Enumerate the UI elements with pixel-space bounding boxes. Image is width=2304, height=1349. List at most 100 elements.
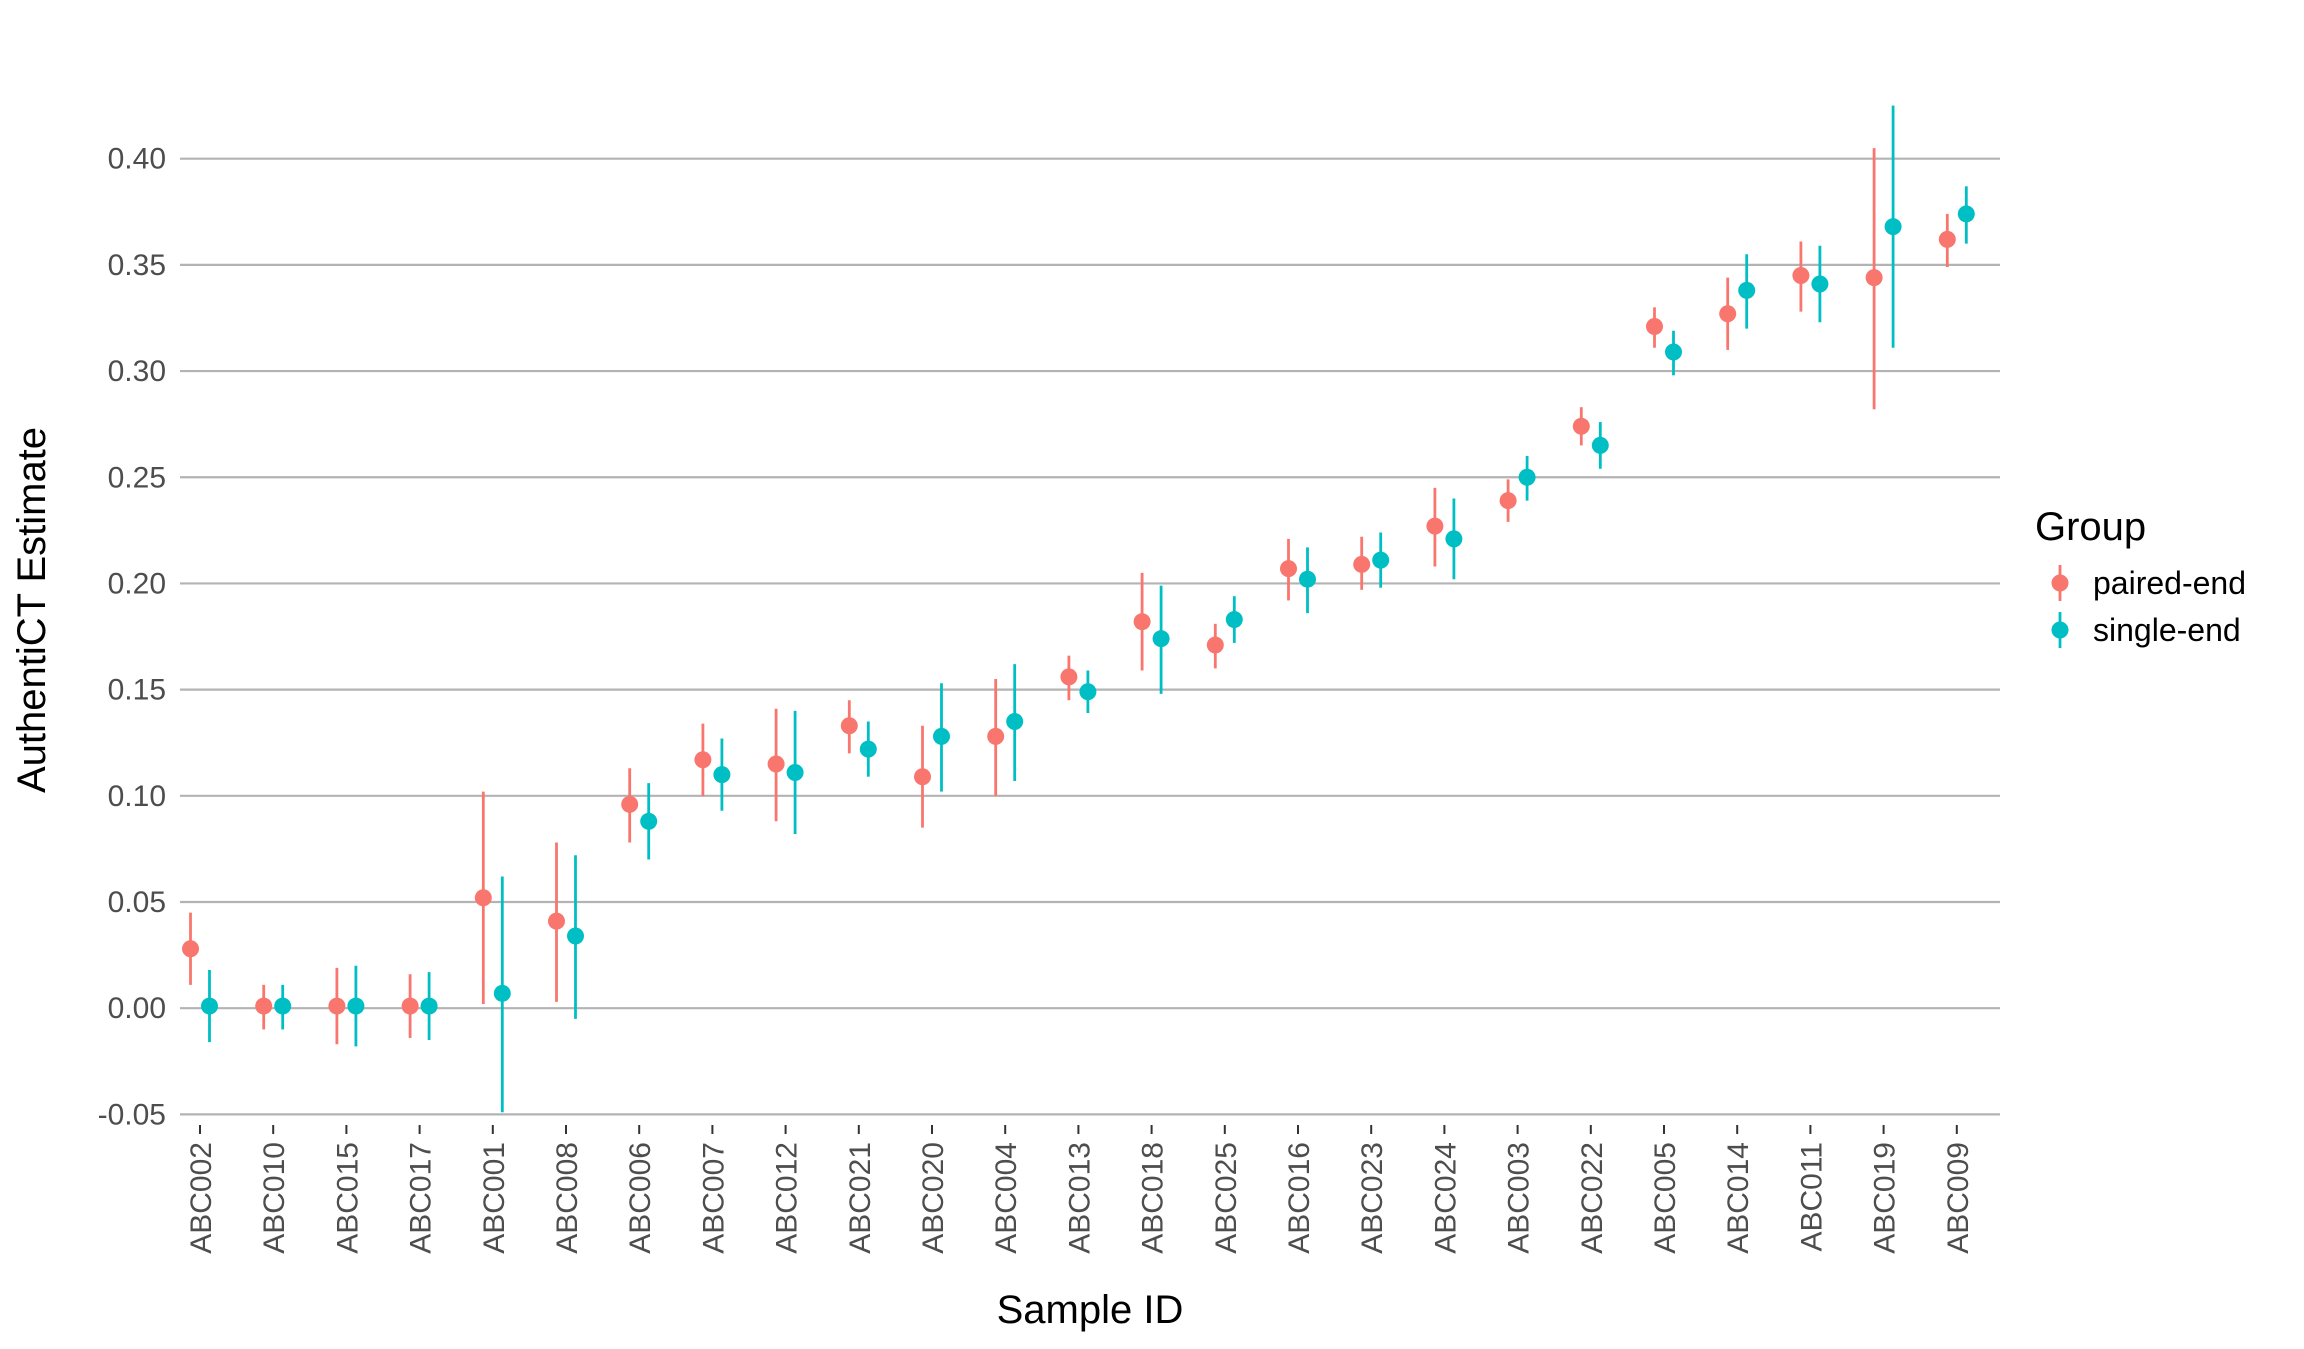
data-point bbox=[640, 812, 658, 830]
data-point bbox=[1006, 712, 1024, 730]
x-axis-title: Sample ID bbox=[997, 1288, 1184, 1332]
x-tick-label: ABC025 bbox=[1210, 1142, 1243, 1254]
x-axis-ticks: ABC002 ABC010 ABC015 ABC017 ABC001 ABC008 ABC0… bbox=[185, 1125, 1975, 1254]
data-point bbox=[474, 889, 492, 907]
data-point bbox=[786, 763, 804, 781]
data-point bbox=[1572, 417, 1590, 435]
data-point bbox=[1133, 613, 1151, 631]
x-tick-label: ABC011 bbox=[1795, 1142, 1828, 1252]
legend-item-single-end: single-end bbox=[2051, 612, 2241, 648]
legend: Group paired-end single-end bbox=[2035, 505, 2246, 648]
data-point bbox=[987, 727, 1005, 745]
data-point bbox=[1938, 230, 1956, 248]
y-axis-title: AuthentiCT Estimate bbox=[10, 427, 54, 793]
data-point bbox=[1957, 205, 1975, 223]
legend-item-paired-end: paired-end bbox=[2051, 565, 2246, 601]
y-tick-label: 0.00 bbox=[108, 992, 166, 1025]
x-tick-label: ABC022 bbox=[1576, 1142, 1609, 1254]
data-point bbox=[1372, 551, 1390, 569]
data-point bbox=[201, 997, 218, 1015]
data-point bbox=[859, 740, 877, 758]
y-tick-label: -0.05 bbox=[98, 1098, 166, 1131]
data-point bbox=[1591, 436, 1609, 454]
data-point bbox=[914, 768, 931, 786]
x-tick-label: ABC016 bbox=[1283, 1142, 1316, 1254]
data-point bbox=[621, 795, 639, 813]
x-tick-label: ABC001 bbox=[478, 1142, 511, 1254]
x-tick-label: ABC006 bbox=[624, 1142, 657, 1254]
x-tick-label: ABC023 bbox=[1356, 1142, 1389, 1254]
data-point bbox=[1884, 218, 1902, 236]
data-point bbox=[1152, 630, 1170, 648]
x-tick-label: ABC005 bbox=[1649, 1142, 1682, 1254]
data-point bbox=[933, 727, 950, 745]
y-axis-ticks: -0.05 0.00 0.05 0.10 0.15 0.20 0.25 0.30 0.35 0.4… bbox=[98, 143, 166, 1132]
x-tick-label: ABC014 bbox=[1722, 1142, 1755, 1254]
data-point bbox=[567, 927, 584, 945]
data-point bbox=[1353, 555, 1371, 573]
data-point bbox=[274, 997, 292, 1015]
y-tick-label: 0.15 bbox=[108, 674, 166, 707]
data-point bbox=[1646, 317, 1663, 335]
x-tick-label: ABC021 bbox=[844, 1142, 877, 1254]
data-point bbox=[347, 997, 365, 1015]
data-point bbox=[1792, 267, 1810, 285]
data-point bbox=[1060, 668, 1078, 686]
data-point bbox=[1079, 683, 1097, 701]
legend-key-point bbox=[2051, 574, 2069, 592]
legend-key-point bbox=[2051, 621, 2069, 639]
data-point bbox=[1738, 281, 1756, 299]
data-point bbox=[767, 755, 785, 773]
x-tick-label: ABC019 bbox=[1869, 1142, 1902, 1254]
x-tick-label: ABC012 bbox=[771, 1142, 804, 1254]
data-point bbox=[182, 940, 199, 958]
data-point bbox=[1225, 611, 1243, 629]
y-tick-label: 0.35 bbox=[108, 249, 166, 282]
legend-title: Group bbox=[2035, 505, 2146, 549]
x-tick-label: ABC008 bbox=[551, 1142, 584, 1254]
y-tick-label: 0.10 bbox=[108, 780, 166, 813]
data-point bbox=[1206, 636, 1224, 654]
data-point bbox=[548, 912, 565, 930]
data-point bbox=[1280, 560, 1297, 578]
data-series bbox=[182, 105, 1975, 1113]
x-tick-label: ABC013 bbox=[1063, 1142, 1096, 1254]
data-point bbox=[1518, 468, 1536, 486]
x-tick-label: ABC009 bbox=[1942, 1142, 1975, 1254]
legend-label: paired-end bbox=[2093, 565, 2246, 601]
legend-items: paired-end single-end bbox=[2051, 565, 2246, 648]
data-point bbox=[1865, 269, 1883, 287]
data-point bbox=[401, 997, 419, 1015]
data-point bbox=[713, 766, 731, 784]
data-point bbox=[493, 984, 511, 1002]
y-tick-label: 0.25 bbox=[108, 461, 166, 494]
x-tick-label: ABC024 bbox=[1429, 1142, 1462, 1254]
data-point bbox=[694, 751, 712, 769]
y-tick-label: 0.30 bbox=[108, 355, 166, 388]
data-point bbox=[1426, 517, 1444, 535]
data-point bbox=[1719, 305, 1737, 323]
x-tick-label: ABC002 bbox=[185, 1142, 218, 1254]
x-tick-label: ABC003 bbox=[1503, 1142, 1536, 1254]
data-point bbox=[328, 997, 346, 1015]
x-tick-label: ABC020 bbox=[917, 1142, 950, 1254]
series-paired-end bbox=[182, 148, 1956, 1045]
data-point bbox=[1811, 275, 1829, 293]
data-point bbox=[840, 717, 858, 735]
y-tick-label: 0.05 bbox=[108, 886, 166, 919]
data-point bbox=[1299, 570, 1316, 588]
x-tick-label: ABC017 bbox=[405, 1142, 438, 1254]
x-tick-label: ABC004 bbox=[990, 1142, 1023, 1254]
data-point bbox=[1445, 530, 1463, 548]
data-point bbox=[1499, 492, 1517, 510]
series-single-end bbox=[201, 105, 1975, 1113]
y-tick-label: 0.40 bbox=[108, 143, 166, 176]
legend-label: single-end bbox=[2093, 612, 2241, 648]
data-point bbox=[255, 997, 273, 1015]
data-point bbox=[420, 997, 438, 1015]
x-tick-label: ABC018 bbox=[1137, 1142, 1170, 1254]
y-tick-label: 0.20 bbox=[108, 567, 166, 600]
data-point bbox=[1665, 343, 1682, 361]
